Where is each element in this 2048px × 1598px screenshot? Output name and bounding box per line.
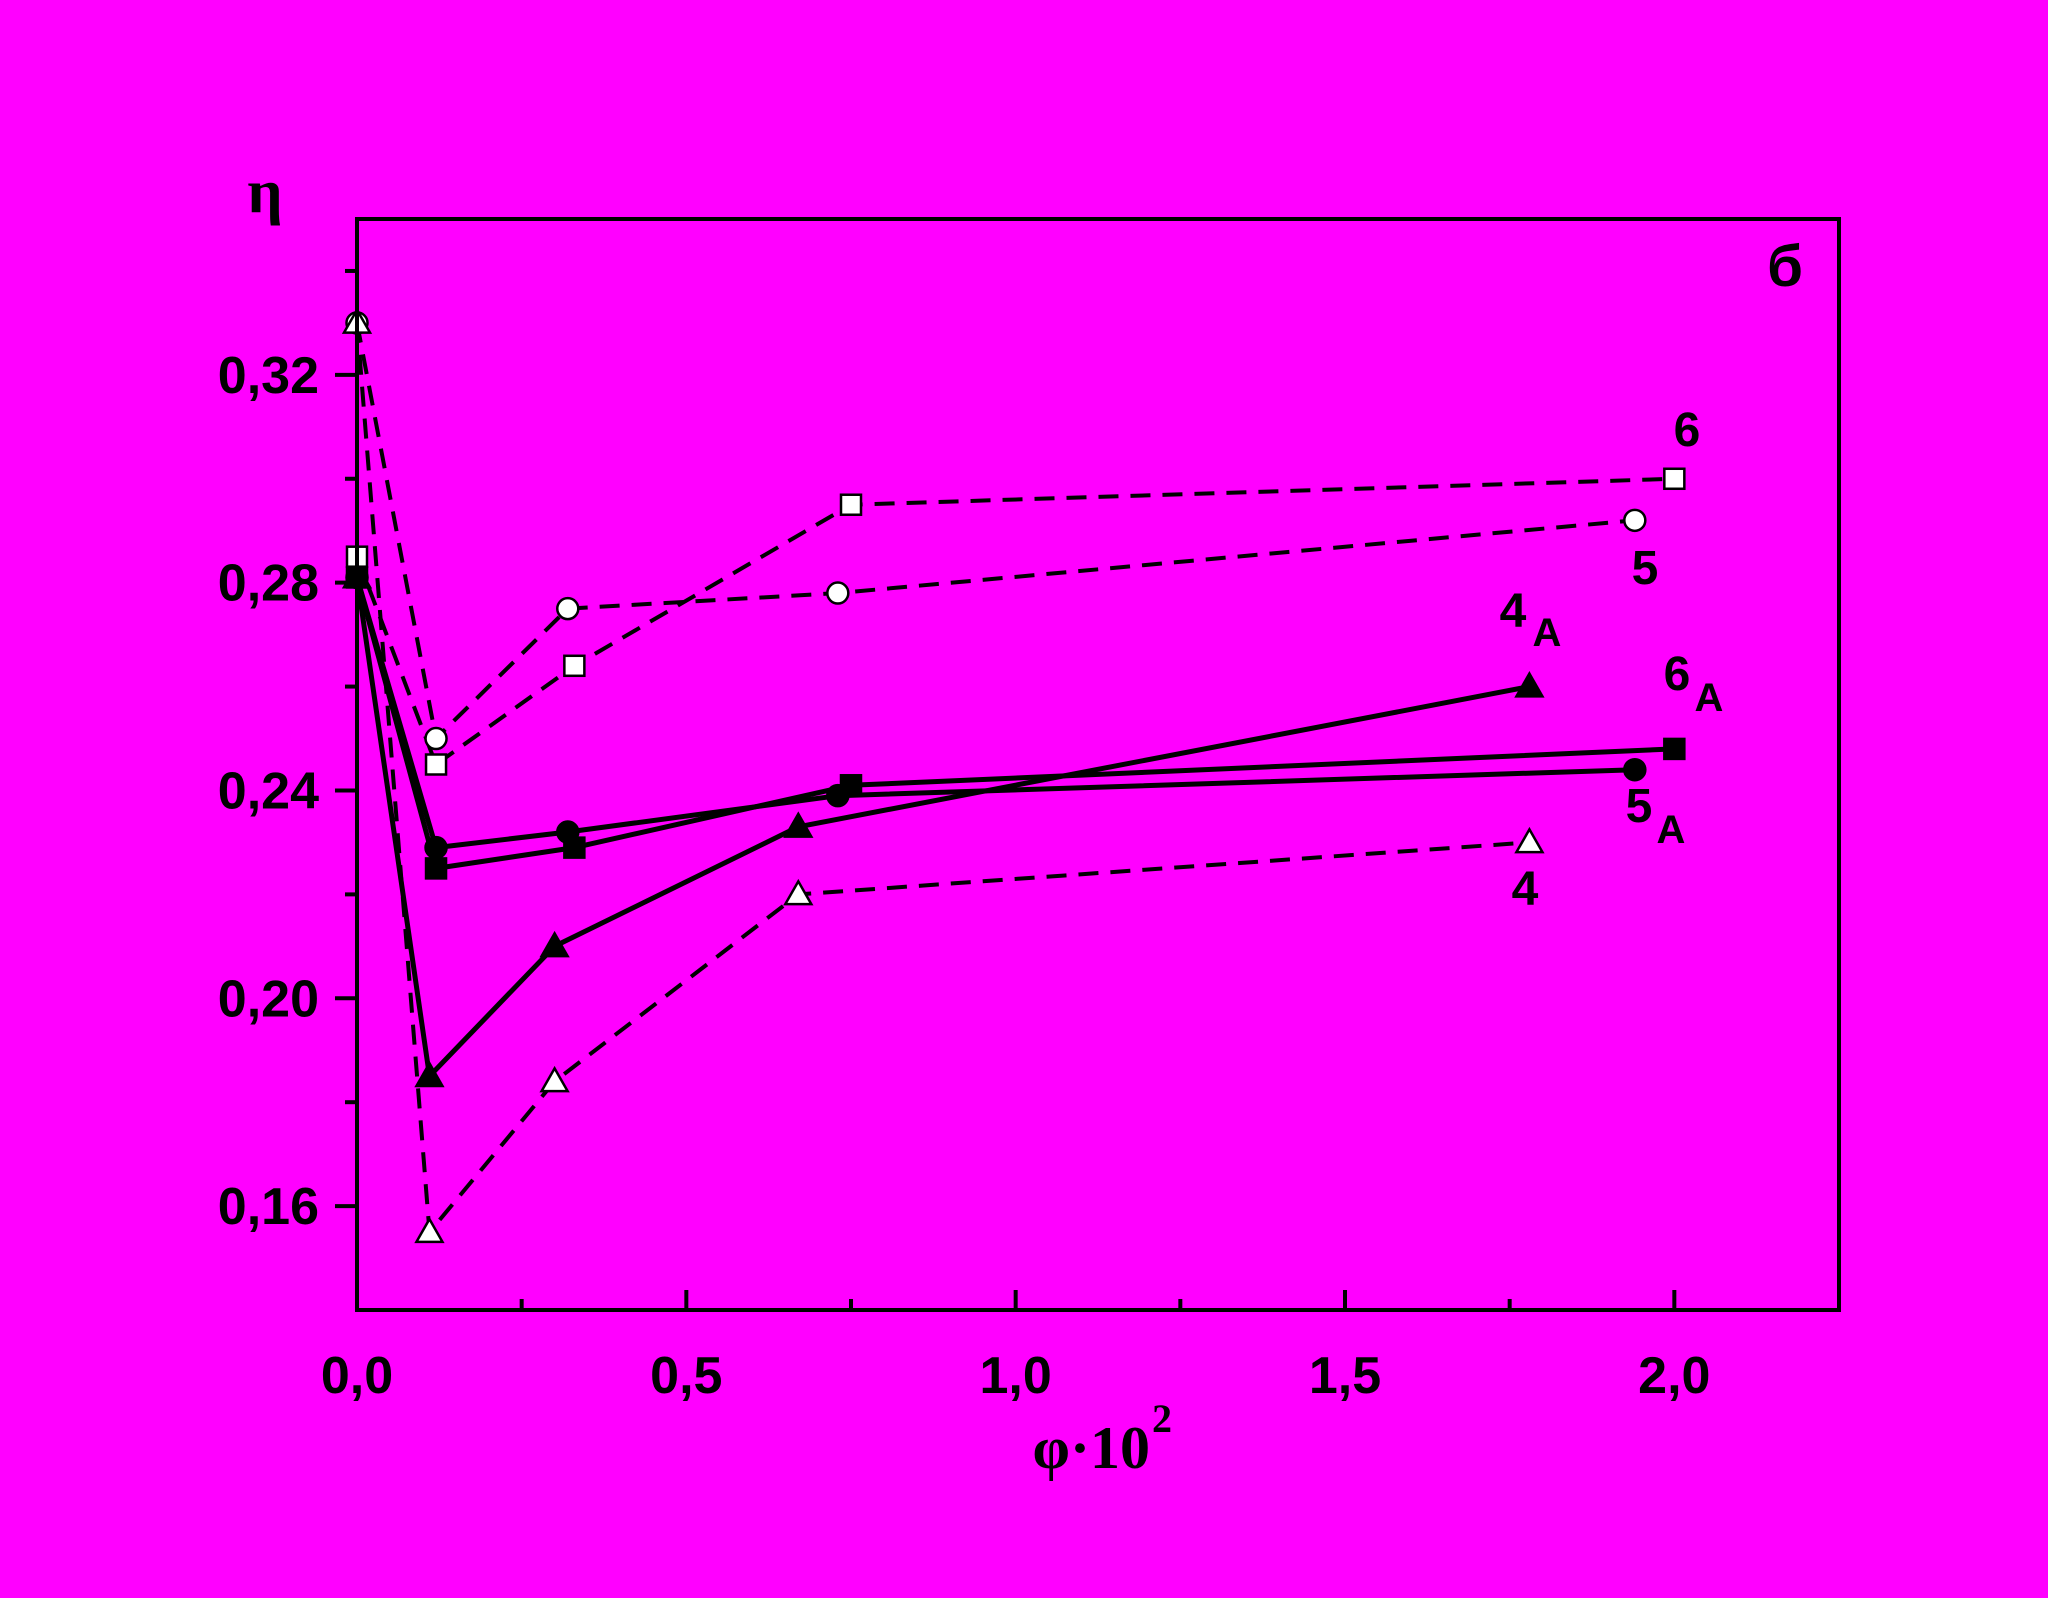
series-label-6a-main: 6 — [1664, 648, 1691, 701]
series-label-4: 4 — [1512, 863, 1539, 916]
x-tick-label: 1,0 — [980, 1347, 1052, 1405]
series-label-6a-sub: A — [1695, 676, 1724, 720]
label-series-5a: 5 A — [1626, 780, 1686, 852]
data-point-6a — [1663, 737, 1686, 761]
data-point-6 — [563, 654, 586, 678]
label-series-4a: 4 A — [1500, 585, 1562, 655]
data-point-5a — [424, 835, 448, 860]
data-point-4a — [1514, 671, 1545, 698]
data-point-4 — [783, 878, 814, 906]
data-point-4 — [1514, 826, 1545, 854]
data-point-6 — [839, 493, 863, 516]
data-point-6a — [839, 774, 863, 797]
data-point-4a — [539, 930, 570, 958]
y-tick-label: 0,16 — [218, 1178, 319, 1236]
data-point-5 — [826, 581, 850, 605]
plot-frame — [355, 217, 1841, 1312]
data-point-5 — [556, 596, 580, 621]
series-label-5a-main: 5 — [1626, 780, 1653, 833]
x-axis-label: φ·10 — [1033, 1415, 1150, 1481]
data-point-6a — [563, 836, 586, 859]
x-tick-label: 0,0 — [321, 1347, 393, 1405]
data-point-6 — [424, 753, 448, 776]
data-point-5 — [1623, 508, 1647, 533]
y-tick-label: 0,20 — [218, 970, 319, 1028]
label-series-4: 4 — [1512, 863, 1539, 916]
series-label-4a-main: 4 — [1500, 585, 1527, 638]
data-point-6a — [424, 857, 448, 880]
y-tick-label: 0,32 — [218, 347, 319, 405]
y-tick-label: 0,24 — [218, 762, 319, 820]
x-tick-label: 1,5 — [1309, 1347, 1381, 1405]
y-tick-label: 0,28 — [218, 555, 319, 613]
label-series-5: 5 — [1632, 542, 1659, 595]
panel-label: б — [1767, 234, 1803, 299]
data-point-6 — [1663, 467, 1686, 491]
series-label-5: 5 — [1632, 542, 1659, 595]
series-label-6: 6 — [1674, 404, 1701, 457]
data-point-4 — [539, 1065, 570, 1093]
x-axis-label-exponent: 2 — [1152, 1396, 1172, 1441]
data-point-4a — [414, 1060, 445, 1088]
x-tick-label: 0,5 — [650, 1347, 722, 1405]
label-series-6: 6 — [1674, 404, 1701, 457]
data-point-5a — [1623, 757, 1647, 782]
series-label-4a-sub: A — [1533, 611, 1562, 655]
data-point-5 — [424, 726, 448, 751]
series-label-5a-sub: A — [1657, 808, 1686, 852]
tick-labels-layer: 0,0 0,5 1,0 1,5 2,0 0,16 0,20 0,24 0,28 0,32 — [218, 347, 1711, 1405]
data-point-4 — [414, 1216, 445, 1244]
x-axis-label-base: φ·10 — [1033, 1415, 1150, 1481]
label-series-6a: 6 A — [1664, 648, 1724, 720]
y-axis-label: η — [247, 158, 282, 226]
x-tick-label: 2,0 — [1638, 1347, 1710, 1405]
data-point-4a — [783, 811, 814, 838]
